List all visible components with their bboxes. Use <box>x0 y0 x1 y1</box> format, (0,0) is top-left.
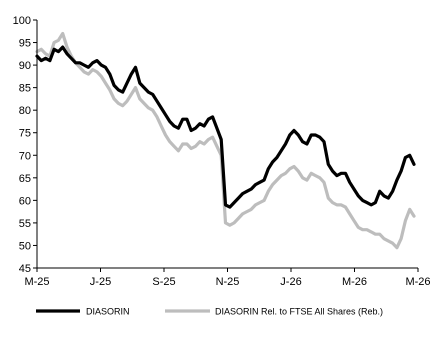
y-tick-label: 80 <box>19 105 31 117</box>
x-tick-label: M-26 <box>342 276 367 288</box>
legend-label-1: DIASORIN Rel. to FTSE All Shares (Reb.) <box>215 307 383 317</box>
x-tick-label: M-25 <box>24 276 49 288</box>
x-tick-label: J-25 <box>90 276 111 288</box>
y-tick-label: 65 <box>19 173 31 185</box>
y-tick-label: 75 <box>19 128 31 140</box>
series-line-0 <box>35 45 416 209</box>
y-tick-label: 70 <box>19 150 31 162</box>
y-tick-label: 55 <box>19 218 31 230</box>
x-tick-label: N-25 <box>216 276 240 288</box>
x-tick-label: J-26 <box>280 276 301 288</box>
y-tick-label: 60 <box>19 195 31 207</box>
y-tick-label: 100 <box>13 15 31 27</box>
y-tick-label: 85 <box>19 83 31 95</box>
x-tick-label: M-26 <box>405 276 430 288</box>
y-tick-label: 90 <box>19 60 31 72</box>
y-tick-label: 95 <box>19 38 31 50</box>
series-line-1 <box>35 31 416 250</box>
legend-label-0: DIASORIN <box>86 307 130 317</box>
x-tick-label: S-25 <box>152 276 175 288</box>
legend: DIASORIN DIASORIN Rel. to FTSE All Shares… <box>36 307 383 317</box>
x-axis: M-25 J-25 S-25 N-25 J-26 M-26 M-26 <box>24 267 431 288</box>
y-axis: 45 50 55 60 65 70 75 80 85 90 95 100 <box>13 15 38 275</box>
y-tick-label: 50 <box>19 240 31 252</box>
y-tick-label: 45 <box>19 263 31 275</box>
series-lines <box>35 31 416 250</box>
